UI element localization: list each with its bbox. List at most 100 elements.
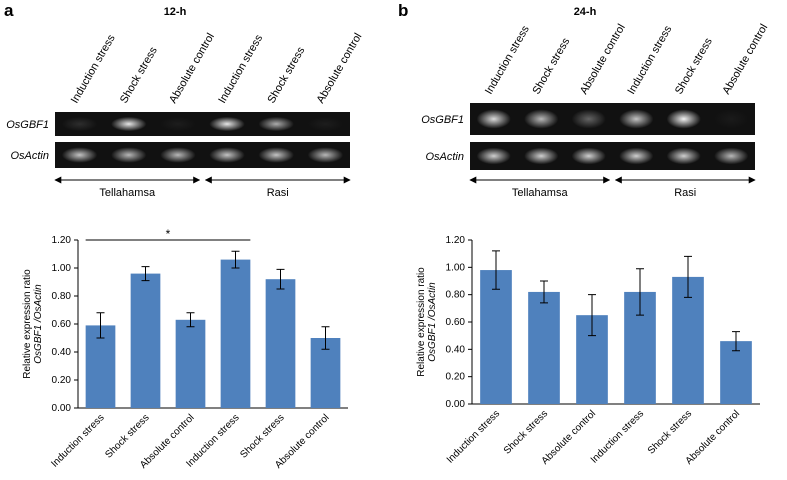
error-bar	[141, 266, 150, 282]
gel-band	[476, 147, 511, 165]
gel-lane-label: Shock stress	[530, 36, 572, 97]
x-tick-label: Induction stress	[445, 408, 502, 465]
bar	[175, 319, 206, 408]
gel-lane-label: Absolute control	[315, 31, 365, 105]
gel-band	[61, 116, 98, 132]
gel-lane-label: Shock stress	[118, 45, 160, 106]
group-label: Tellahamsa	[512, 187, 569, 199]
gel-band	[714, 147, 749, 165]
error-bar	[636, 268, 644, 316]
bar	[528, 291, 560, 404]
gel-band	[619, 109, 654, 129]
error-bar	[588, 294, 596, 337]
bar	[480, 270, 512, 404]
gel-band	[666, 109, 701, 129]
x-tick-label: Shock stress	[502, 408, 550, 456]
gel-image	[470, 142, 755, 170]
bar	[672, 276, 704, 404]
gel-lane-label: Absolute control	[720, 22, 770, 96]
gel-band	[209, 147, 245, 163]
group-label: Tellahamsa	[99, 187, 156, 199]
y-label-line: OsGBF1 /OsActin	[33, 284, 44, 364]
y-tick-label: 0.60	[446, 317, 466, 328]
error-bar	[276, 268, 285, 290]
gel-lane-label: Shock stress	[673, 36, 715, 97]
gel-lane-label: Shock stress	[265, 45, 307, 106]
error-bar	[96, 312, 105, 339]
gel-band	[111, 116, 147, 132]
error-bar	[321, 326, 330, 350]
gel-band	[714, 109, 749, 129]
y-axis-label: Relative expression ratioOsGBF1 /OsActin	[416, 267, 438, 377]
gel-band	[209, 116, 245, 132]
y-tick-label: 0.60	[52, 319, 72, 330]
panel-title: 24-h	[574, 6, 597, 18]
gel-lane-label: Induction stress	[69, 32, 118, 105]
x-tick-label: Shock stress	[646, 408, 694, 456]
x-tick-label: Induction stress	[589, 408, 646, 465]
gel-band	[524, 109, 559, 129]
gel-band	[666, 147, 701, 165]
gel-image	[55, 142, 350, 168]
error-bar	[540, 280, 548, 304]
bar	[265, 279, 296, 408]
y-tick-label: 0.40	[52, 347, 72, 358]
gel-lane-label: Absolute control	[167, 31, 217, 105]
x-tick-label: Shock stress	[103, 412, 151, 460]
error-bar	[732, 331, 740, 352]
panel-title: 12-h	[164, 6, 187, 18]
y-tick-label: 1.20	[52, 235, 72, 246]
error-bar	[186, 312, 195, 328]
error-bar	[684, 255, 692, 298]
gel-band	[160, 147, 196, 163]
gel-row-label: OsGBF1	[6, 119, 49, 131]
gel-band	[111, 147, 147, 163]
error-bar	[492, 250, 500, 290]
gel-band	[307, 147, 344, 163]
y-tick-label: 1.00	[52, 263, 72, 274]
group-label: Rasi	[674, 187, 696, 199]
gel-band	[571, 109, 606, 129]
gel-row-label: OsActin	[425, 151, 464, 163]
y-label-line: Relative expression ratio	[416, 267, 427, 377]
y-tick-label: 0.40	[446, 344, 466, 355]
group-label: Rasi	[267, 187, 289, 199]
y-tick-label: 0.80	[446, 290, 466, 301]
gel-lane-label: Induction stress	[483, 23, 532, 96]
y-label-line: OsGBF1 /OsActin	[427, 282, 438, 362]
y-tick-label: 1.00	[446, 262, 466, 273]
y-tick-label: 0.80	[52, 291, 72, 302]
y-tick-label: 0.00	[446, 399, 466, 410]
x-tick-label: Shock stress	[238, 412, 286, 460]
gel-band	[619, 147, 654, 165]
gel-band	[258, 147, 294, 163]
significance-label: *	[166, 227, 171, 241]
gel-row-label: OsActin	[10, 150, 49, 162]
y-label-line: Relative expression ratio	[22, 269, 33, 379]
y-tick-label: 0.20	[52, 375, 72, 386]
gel-band	[476, 109, 511, 129]
bar	[130, 273, 161, 408]
y-tick-label: 0.20	[446, 372, 466, 383]
gel-band	[160, 116, 196, 132]
gel-lane-label: Absolute control	[578, 22, 628, 96]
gel-lane-label: Induction stress	[216, 32, 265, 105]
y-axis-label: Relative expression ratioOsGBF1 /OsActin	[22, 269, 44, 379]
gel-band	[307, 116, 344, 132]
bar	[85, 325, 116, 408]
y-tick-label: 0.00	[52, 403, 72, 414]
panel-letter: a	[4, 1, 14, 20]
gel-band	[258, 116, 294, 132]
gel-lane-label: Induction stress	[625, 23, 674, 96]
panel-letter: b	[398, 1, 408, 20]
gel-row-label: OsGBF1	[421, 114, 464, 126]
gel-band	[571, 147, 606, 165]
bar	[220, 259, 251, 408]
gel-band	[61, 147, 98, 163]
gel-band	[524, 147, 559, 165]
gel-image	[470, 103, 755, 135]
x-tick-label: Induction stress	[49, 412, 106, 469]
y-tick-label: 1.20	[446, 235, 466, 246]
bar	[720, 341, 752, 404]
